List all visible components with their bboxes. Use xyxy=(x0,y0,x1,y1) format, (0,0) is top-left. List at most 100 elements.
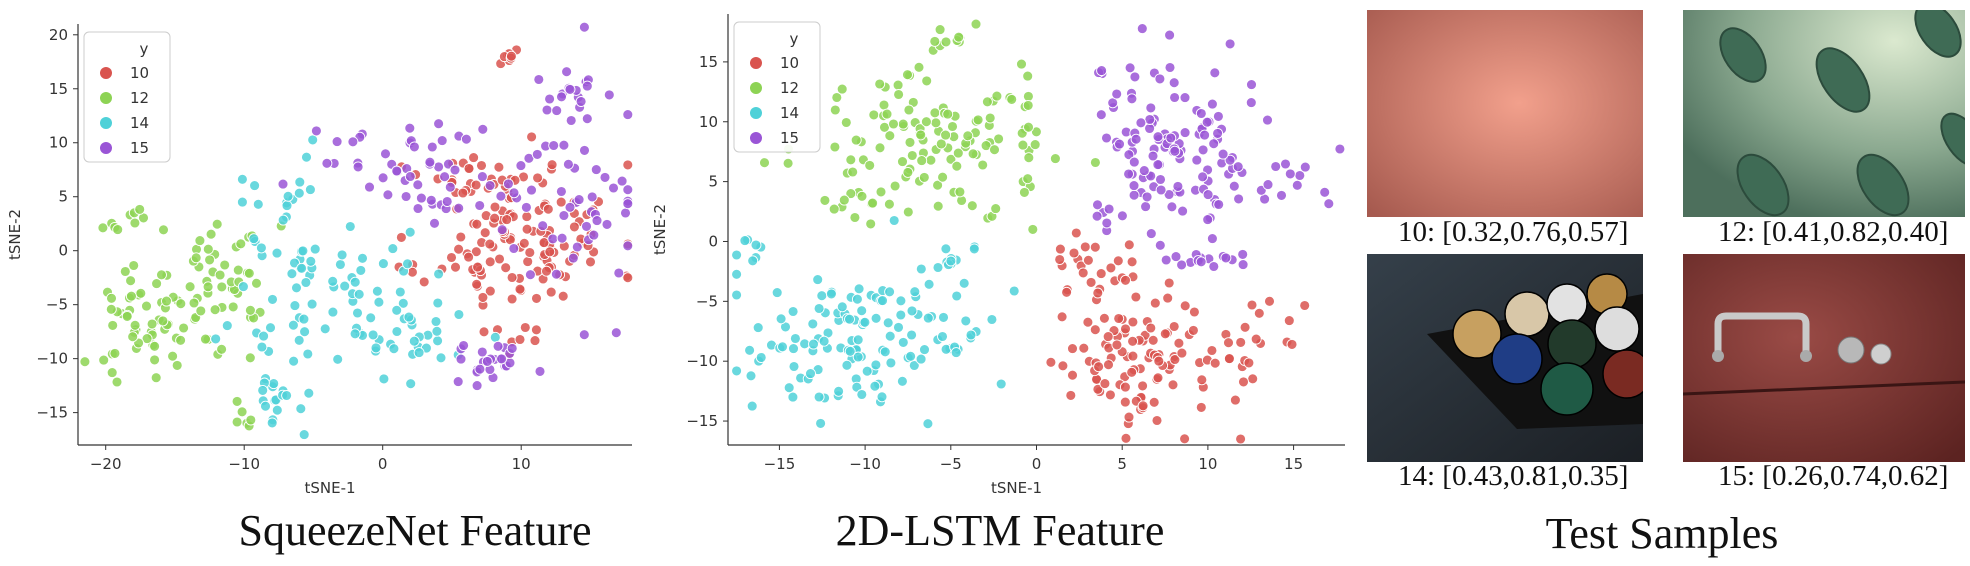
scatter-point xyxy=(371,285,383,297)
scatter-point xyxy=(287,319,299,331)
scatter-point xyxy=(608,182,619,194)
scatter-point xyxy=(1095,268,1107,280)
scatter-point xyxy=(783,382,795,394)
scatter-point xyxy=(426,141,438,153)
scatter-point xyxy=(531,292,542,304)
scatter-point xyxy=(431,325,443,337)
scatter-point xyxy=(731,268,743,280)
scatter-point xyxy=(298,429,310,441)
x-tick-label: 15 xyxy=(1284,455,1303,473)
scatter-point xyxy=(940,129,952,141)
scatter-point xyxy=(581,220,592,232)
scatter-point xyxy=(1223,337,1234,349)
legend: y 10 12 14 15 xyxy=(83,31,171,163)
scatter-point xyxy=(1206,345,1218,356)
scatter-point xyxy=(352,161,364,173)
scatter-point xyxy=(787,391,799,403)
scatter-point xyxy=(896,375,908,387)
scatter-point xyxy=(1152,159,1164,171)
scatter-point xyxy=(327,275,339,287)
scatter-point xyxy=(815,417,827,429)
scatter-point xyxy=(1235,433,1247,445)
scatter-point xyxy=(739,235,751,247)
x-tick-label: 10 xyxy=(512,455,531,473)
scatter-point xyxy=(460,133,472,145)
scatter-point xyxy=(859,316,871,328)
scatter-point xyxy=(495,190,507,202)
scatter-point xyxy=(1120,432,1132,444)
scatter-point xyxy=(129,319,141,331)
scatter-point xyxy=(565,115,577,126)
scatter-point xyxy=(1179,300,1191,312)
scatter-point xyxy=(1169,145,1181,157)
scatter-point xyxy=(446,252,457,263)
scatter-point xyxy=(915,129,927,141)
scatter-point xyxy=(1284,168,1296,180)
scatter-point xyxy=(245,414,257,426)
scatter-point xyxy=(521,211,533,223)
scatter-point xyxy=(494,253,505,265)
scatter-point xyxy=(302,348,314,360)
scatter-point xyxy=(746,400,758,412)
scatter-point xyxy=(1085,276,1097,288)
scatter-point xyxy=(291,282,302,294)
scatter-point xyxy=(105,303,117,315)
scatter-point xyxy=(248,233,260,245)
scatter-point xyxy=(106,367,118,379)
scatter-point xyxy=(622,272,634,284)
scatter-point xyxy=(1177,205,1189,217)
scatter-point xyxy=(1140,201,1152,213)
scatter-point xyxy=(489,212,501,224)
scatter-point xyxy=(128,260,140,271)
scatter-point xyxy=(591,215,603,227)
scatter-point xyxy=(1095,109,1107,121)
scatter-point xyxy=(435,352,447,364)
y-axis-label: tSNE-2 xyxy=(651,204,669,255)
scatter-point xyxy=(885,357,897,369)
scatter-point xyxy=(731,365,743,377)
scatter-point xyxy=(906,329,918,341)
scatter-point xyxy=(788,361,800,372)
scatter-point xyxy=(745,370,757,382)
scatter-point xyxy=(352,307,363,319)
scatter-point xyxy=(1179,433,1191,445)
scatter-point xyxy=(1195,108,1207,119)
scatter-point xyxy=(1128,180,1140,192)
scatter-point xyxy=(622,240,634,252)
scatter-point xyxy=(1167,379,1179,391)
scatter-point xyxy=(214,269,226,281)
scatter-point xyxy=(391,326,403,337)
scatter-point xyxy=(1262,179,1274,191)
scatter-point xyxy=(556,91,567,103)
legend-box xyxy=(733,21,821,153)
scatter-point xyxy=(349,328,361,340)
series-14 xyxy=(731,215,1020,430)
scatter-point xyxy=(298,313,310,325)
scatter-point xyxy=(981,96,993,108)
scatter-point xyxy=(856,305,868,317)
scatter-point xyxy=(1091,210,1103,222)
scatter-point xyxy=(951,160,963,172)
scatter-point xyxy=(397,297,409,309)
legend-marker xyxy=(750,132,762,144)
series-15 xyxy=(277,21,634,392)
scatter-point xyxy=(157,315,169,327)
scatter-point xyxy=(471,218,483,230)
scatter-point xyxy=(759,157,770,169)
scatter-point xyxy=(319,323,331,335)
scatter-point xyxy=(204,254,216,266)
scatter-point xyxy=(588,229,600,241)
scatter-point xyxy=(1078,342,1090,354)
legend-label: 12 xyxy=(780,79,799,97)
scatter-point xyxy=(864,159,876,171)
scatter-point xyxy=(1017,139,1029,151)
scatter-point xyxy=(883,198,895,210)
scatter-point xyxy=(1123,149,1135,161)
scatter-point xyxy=(300,277,312,288)
scatter-point xyxy=(541,104,553,116)
scatter-point xyxy=(205,228,217,240)
scatter-point xyxy=(1023,121,1034,133)
scatter-point xyxy=(455,353,467,365)
scatter-point xyxy=(805,368,816,380)
y-tick-label: 0 xyxy=(708,232,718,250)
